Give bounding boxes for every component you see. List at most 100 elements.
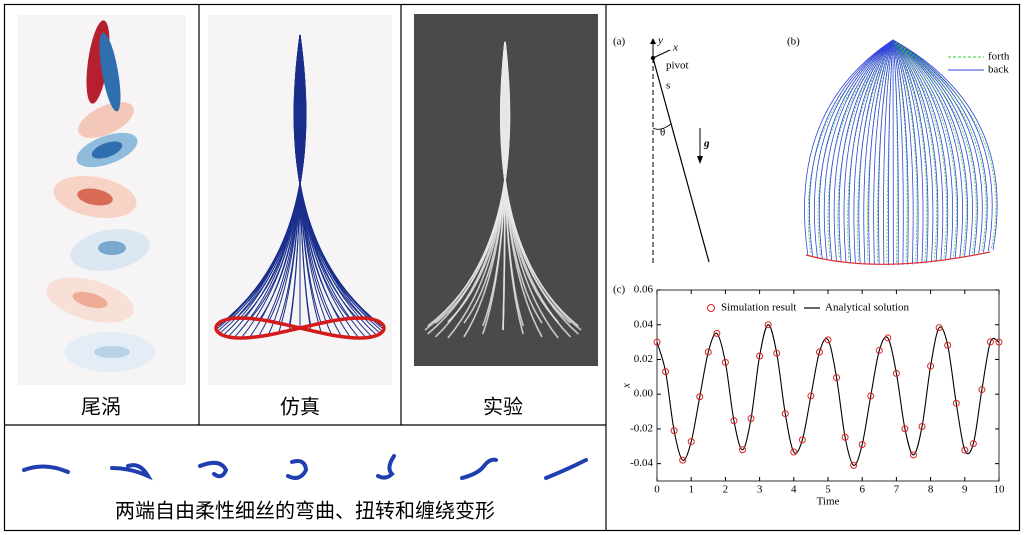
x-axis-title: Time	[817, 496, 840, 508]
data-point	[884, 334, 892, 342]
vortex	[91, 141, 123, 159]
filament-sequence	[22, 454, 588, 481]
vortex	[94, 346, 130, 358]
filament	[110, 463, 153, 481]
trajectory-back	[892, 39, 958, 259]
data-point	[918, 422, 926, 430]
data-point	[952, 399, 960, 407]
chart: -0.04 -0.02 0.00 0.02 0.04 0.06 0 1 2 3 4 5 6 7 8 9 10 Ti…	[621, 284, 1005, 508]
data-point	[850, 461, 858, 469]
y-tick-label: 0.02	[634, 353, 653, 365]
panel-caption: 实验	[483, 395, 523, 419]
data-point	[867, 392, 875, 400]
trajectory-back	[843, 39, 894, 263]
trajectory-back	[892, 39, 909, 265]
x-tick-label: 3	[757, 484, 763, 496]
trajectory-forth	[867, 39, 894, 263]
data-point	[696, 393, 704, 401]
y-tick-label: 0.00	[634, 388, 654, 400]
trajectory-back	[892, 39, 973, 256]
trajectory-forth	[892, 39, 997, 250]
data-point	[704, 348, 712, 356]
legend-label: forth	[988, 51, 1010, 63]
data-point	[670, 427, 678, 435]
axis-label: y	[657, 35, 663, 47]
x-tick-label: 8	[928, 484, 934, 496]
filament-line	[652, 57, 710, 263]
simulation-image	[214, 34, 386, 340]
trajectory-image	[804, 39, 998, 266]
filament	[286, 459, 309, 480]
data-point	[713, 329, 721, 337]
trajectory-forth	[892, 39, 918, 263]
data-point	[892, 369, 900, 377]
experiment-image	[424, 41, 582, 339]
diagram-label: s	[666, 80, 670, 92]
data-point	[730, 417, 738, 425]
data-point	[833, 374, 841, 382]
x-tick-label: 2	[723, 484, 729, 496]
trajectory-back	[833, 39, 894, 261]
vortex	[99, 32, 121, 112]
strip-caption: 两端自由柔性细丝的弯曲、扭转和缠绕变形	[115, 499, 495, 523]
trajectory-back	[818, 39, 894, 259]
x-tick-label: 4	[791, 484, 797, 496]
outer-frame	[3, 3, 1021, 532]
panel-label: (c)	[613, 284, 626, 296]
x-tick-label: 6	[859, 484, 865, 496]
data-point	[910, 451, 917, 459]
trajectory-back	[823, 39, 894, 260]
panel-caption: 尾涡	[81, 395, 121, 419]
diagram-label: θ	[660, 127, 665, 139]
filament-trace	[503, 41, 524, 327]
trajectory-back	[888, 39, 894, 266]
trajectory-back	[892, 39, 929, 264]
data-point	[781, 410, 789, 418]
arrow-head	[650, 38, 656, 44]
wake-image	[18, 15, 186, 385]
trajectory-back	[892, 39, 949, 261]
trajectory-back	[892, 39, 914, 265]
filament-curve	[268, 34, 303, 322]
trajectory-forth	[892, 39, 908, 263]
filament-curve	[278, 34, 303, 324]
trajectory-back	[873, 39, 894, 265]
x-tick-label: 5	[825, 484, 831, 496]
trajectory-back	[863, 39, 894, 265]
data-point	[961, 446, 969, 454]
x-tick-label: 9	[962, 484, 968, 496]
diagram-label: g	[703, 138, 710, 150]
trajectory-forth	[892, 39, 947, 260]
legend-label: back	[988, 64, 1009, 76]
data-point	[901, 425, 909, 433]
y-axis-title: x	[621, 383, 633, 389]
data-point	[662, 368, 670, 376]
vortex	[78, 102, 134, 138]
data-point	[798, 436, 806, 444]
x-axis-arrow	[652, 49, 671, 59]
trajectory-back	[868, 39, 894, 265]
legend-label: Simulation result	[721, 302, 796, 314]
legend-swatch	[707, 304, 715, 312]
trajectory-back	[892, 39, 993, 252]
data-point	[858, 441, 866, 449]
trajectory-forth	[827, 39, 894, 258]
trajectory-back	[892, 39, 899, 266]
panel-caption: 仿真	[280, 395, 320, 419]
data-point	[815, 348, 823, 356]
x-tick-label: 10	[994, 484, 1006, 496]
trajectory-back	[892, 39, 983, 254]
trajectory-forth	[892, 39, 987, 252]
trajectory-back	[892, 39, 919, 265]
data-point	[824, 336, 832, 344]
filament-curve	[258, 34, 304, 321]
filament	[544, 458, 588, 480]
trajectory-back	[883, 39, 894, 266]
trajectory-back	[892, 39, 924, 264]
data-point	[927, 362, 935, 370]
axis-label: x	[672, 42, 678, 54]
data-point	[653, 338, 661, 346]
y-tick-label: 0.06	[634, 284, 654, 296]
filament-curve	[298, 34, 312, 326]
panel-label: (a)	[613, 36, 626, 48]
